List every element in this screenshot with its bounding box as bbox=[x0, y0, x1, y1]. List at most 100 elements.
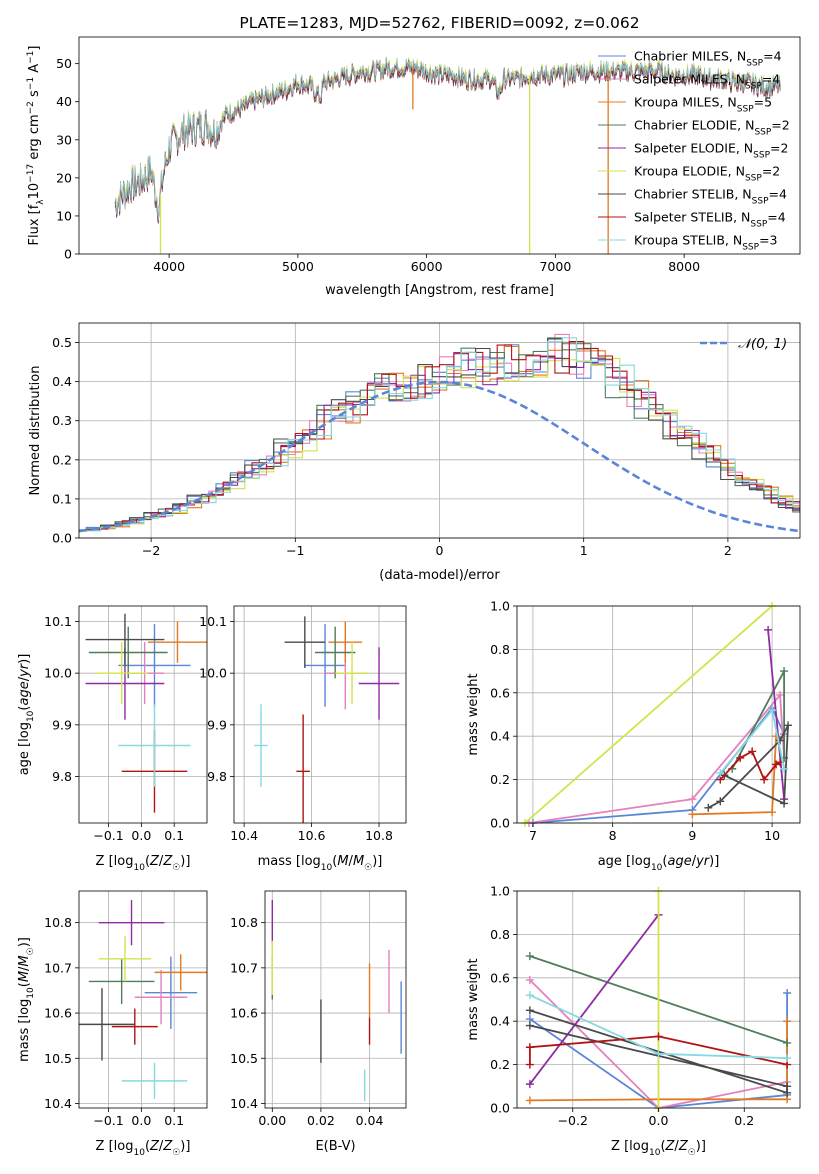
y-tick-label: 1.0 bbox=[490, 884, 510, 899]
label-part: −17 bbox=[26, 164, 36, 183]
plot-content bbox=[79, 900, 207, 1099]
weight-marker bbox=[525, 991, 534, 1000]
label-part: ( bbox=[17, 982, 32, 987]
label-part: s bbox=[27, 90, 42, 101]
weight-marker bbox=[688, 810, 697, 819]
errorbar-point bbox=[284, 616, 326, 668]
errorbars bbox=[79, 900, 207, 1099]
panel-spectrum: 4000 5000 6000 7000 8000 0 10 20 30 40 50 PLATE=128… bbox=[26, 14, 801, 298]
weight-marker bbox=[780, 764, 789, 773]
weight-marker bbox=[525, 1080, 534, 1089]
label-part: SSP bbox=[742, 243, 759, 253]
label-part: Kroupa MILES, N bbox=[634, 95, 737, 110]
label-part: −2 bbox=[26, 101, 36, 114]
label-part: =2 bbox=[771, 118, 789, 133]
y-tick-label: 0.6 bbox=[490, 685, 510, 700]
weight-series bbox=[528, 692, 785, 824]
plot-content bbox=[85, 613, 207, 813]
label-part: ( bbox=[660, 1139, 665, 1154]
x-tick-label: −1 bbox=[286, 543, 304, 558]
weight-lines bbox=[525, 887, 792, 1112]
y-tick-label: 9.8 bbox=[52, 769, 72, 784]
label-part: yr bbox=[695, 854, 711, 869]
y-tick-label: 10.1 bbox=[199, 614, 227, 629]
axes-frame bbox=[78, 890, 208, 1109]
y-axis-label: mass weight bbox=[466, 958, 481, 1040]
label-part: M bbox=[337, 854, 348, 869]
label-part: )] bbox=[17, 654, 32, 664]
y-tick-label: 9.8 bbox=[207, 769, 227, 784]
label-part: 10 bbox=[26, 987, 36, 999]
grid-lines bbox=[79, 606, 207, 823]
weight-marker bbox=[525, 975, 534, 984]
errorbar-point bbox=[296, 714, 310, 823]
weight-series bbox=[529, 914, 660, 1085]
y-tick-label: 9.9 bbox=[52, 717, 72, 732]
y-tick-label: 0.4 bbox=[490, 729, 510, 744]
x-tick-label: 8 bbox=[609, 828, 617, 843]
label-part: SSP bbox=[754, 128, 771, 138]
weight-marker bbox=[716, 769, 725, 778]
y-tick-label: 10 bbox=[56, 208, 72, 223]
errorbar-point bbox=[358, 647, 400, 720]
label-part: M bbox=[17, 955, 32, 966]
label-part: yr bbox=[17, 662, 32, 678]
errorbar-point bbox=[118, 704, 191, 787]
legend-label: Kroupa STELIB, NSSP=3 bbox=[634, 233, 778, 253]
label-part: E(B-V) bbox=[315, 1139, 355, 1154]
label-part: Z bbox=[162, 854, 173, 869]
x-axis-label: E(B-V) bbox=[315, 1139, 355, 1154]
y-tick-label: 0.0 bbox=[490, 816, 510, 831]
label-part: 10 bbox=[321, 863, 333, 873]
label-part: Z bbox=[149, 1139, 160, 1154]
y-tick-label: 0.0 bbox=[490, 1101, 510, 1116]
label-part: 10 bbox=[27, 183, 42, 200]
label-part: M bbox=[17, 971, 32, 982]
label-part: SSP bbox=[750, 220, 767, 230]
label-part: SSP bbox=[737, 105, 754, 115]
x-tick-label: −0.1 bbox=[93, 1113, 123, 1128]
errorbar-point bbox=[147, 621, 207, 663]
x-tick-label: 0.2 bbox=[734, 1113, 754, 1128]
weight-marker bbox=[525, 1006, 534, 1015]
y-tick-label: 0.2 bbox=[52, 452, 72, 467]
legend-label: Chabrier MILES, NSSP=4 bbox=[634, 49, 782, 69]
x-axis-label: wavelength [Angstrom, rest frame] bbox=[325, 283, 554, 298]
y-tick-label: 0.6 bbox=[490, 970, 510, 985]
panel-mass-vs-Z: −0.1 0.0 0.110.410.510.610.710.8Z [log10(Z… bbox=[17, 890, 208, 1158]
weight-marker bbox=[768, 706, 777, 715]
errorbars bbox=[85, 613, 207, 813]
x-tick-label: 5000 bbox=[282, 259, 314, 274]
y-tick-label: 10.6 bbox=[230, 1006, 258, 1021]
weight-marker bbox=[764, 625, 773, 634]
label-part: ☉ bbox=[26, 947, 36, 955]
legend-label: Kroupa ELODIE, NSSP=2 bbox=[634, 164, 780, 184]
legend-label: Chabrier STELIB, NSSP=4 bbox=[634, 187, 787, 207]
label-part: ☉ bbox=[688, 1148, 696, 1158]
label-part: age [log bbox=[17, 722, 32, 775]
legend-label: Salpeter ELODIE, NSSP=2 bbox=[634, 141, 788, 161]
panel-residuals: −2 −1 0 1 2 0.0 0.1 0.2 0.3 0.4 0.5 (data-model)/er… bbox=[28, 322, 801, 583]
weight-marker bbox=[525, 1043, 534, 1052]
x-tick-label: 0.0 bbox=[131, 828, 151, 843]
label-part: =2 bbox=[770, 141, 788, 156]
label-part: Chabrier MILES, N bbox=[634, 49, 746, 64]
weight-series bbox=[767, 629, 785, 800]
legend-label: Chabrier ELODIE, NSSP=2 bbox=[634, 118, 790, 138]
x-axis-label: Z [log10(Z/Z☉)] bbox=[611, 1139, 706, 1158]
label-part: )] bbox=[696, 1139, 706, 1154]
x-axis-label: age [log10(age/yr)] bbox=[598, 854, 720, 873]
label-part: ( bbox=[145, 1139, 150, 1154]
errorbars bbox=[271, 900, 402, 1102]
y-tick-label: 0.5 bbox=[52, 335, 72, 350]
y-tick-label: 10.5 bbox=[44, 1051, 72, 1066]
label-part: Z [log bbox=[96, 1139, 134, 1154]
errorbar-point bbox=[335, 642, 369, 705]
errorbar-point bbox=[154, 954, 207, 991]
weight-marker bbox=[525, 952, 534, 961]
label-part: ( bbox=[332, 854, 337, 869]
label-part: / bbox=[159, 854, 164, 869]
